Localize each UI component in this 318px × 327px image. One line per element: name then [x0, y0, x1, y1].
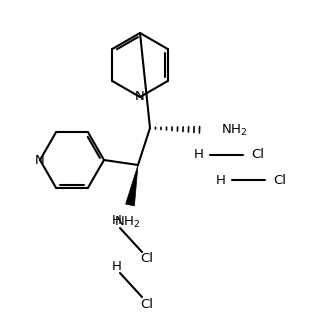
- Text: Cl: Cl: [141, 298, 154, 311]
- Polygon shape: [126, 165, 138, 206]
- Text: N: N: [35, 153, 45, 166]
- Text: H: H: [112, 215, 122, 228]
- Text: N: N: [135, 91, 145, 104]
- Text: Cl: Cl: [273, 174, 286, 186]
- Text: Cl: Cl: [141, 252, 154, 266]
- Text: Cl: Cl: [251, 148, 264, 162]
- Text: H: H: [216, 174, 226, 186]
- Text: NH$_2$: NH$_2$: [221, 122, 247, 138]
- Text: H: H: [194, 148, 204, 162]
- Text: NH$_2$: NH$_2$: [114, 215, 140, 230]
- Text: H: H: [112, 260, 122, 272]
